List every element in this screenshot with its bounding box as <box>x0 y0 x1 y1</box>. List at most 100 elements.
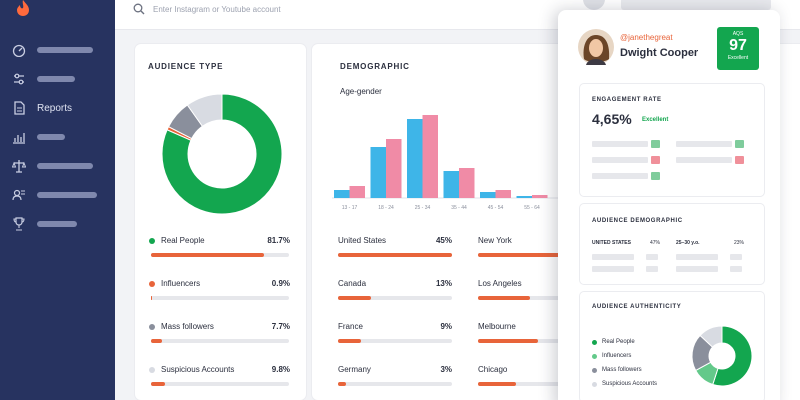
row-label: Suspicious Accounts <box>161 365 235 374</box>
sidebar-item-placeholder <box>37 163 93 169</box>
donut-slice <box>699 325 723 348</box>
country-value: 3% <box>440 365 452 374</box>
progress-fill <box>151 339 162 343</box>
sidebar-item-placeholder <box>37 47 93 53</box>
progress-fill <box>338 339 361 343</box>
sidebar-item-placeholder <box>37 192 97 198</box>
x-tick-label: 45 - 54 <box>488 205 504 211</box>
sidebar-item-analytics[interactable] <box>12 129 112 145</box>
sidebar-item-leaderboard[interactable] <box>12 216 112 232</box>
city-label: New York <box>478 236 512 245</box>
status-square <box>735 140 744 148</box>
aqs-score: 97 <box>729 37 747 54</box>
x-tick-label: 55 - 64 <box>524 205 540 211</box>
status-square <box>735 156 744 164</box>
users-icon <box>12 189 25 201</box>
scale-icon <box>12 160 26 173</box>
bar-female-0 <box>349 186 365 198</box>
country-value: 13% <box>435 279 452 288</box>
city-label: Chicago <box>478 365 508 374</box>
legend-dot <box>149 238 155 244</box>
progress-track <box>151 296 289 300</box>
city-label: Melbourne <box>478 322 516 331</box>
legend-dot <box>592 382 597 387</box>
chart-subtitle: Age-gender <box>340 87 382 96</box>
sidebar-item-reports[interactable]: Reports <box>12 100 112 116</box>
progress-fill <box>338 253 452 257</box>
bar-female-2 <box>422 115 438 198</box>
demographic-card: DEMOGRAPHIC Age-gender 13 - 17 18 - 24 25 … <box>312 44 602 400</box>
progress-fill <box>151 296 153 300</box>
x-tick-label: 18 - 24 <box>378 205 394 211</box>
legend-dot <box>592 354 597 359</box>
sidebar-item-compare[interactable] <box>12 158 112 174</box>
placeholder-bar <box>730 254 742 260</box>
placeholder-bar <box>592 266 634 272</box>
progress-track <box>151 382 289 386</box>
donut-slice <box>186 93 223 127</box>
placeholder-bar <box>592 254 634 260</box>
dashboard-icon <box>12 44 26 57</box>
bar-male-5 <box>516 196 532 198</box>
country-value: 9% <box>440 322 452 331</box>
engagement-rate-card: ENGAGEMENT RATE 4,65% Excellent <box>580 84 764 196</box>
sidebar-item-label: Reports <box>37 102 73 114</box>
bar-female-4 <box>495 190 511 198</box>
row-label: Real People <box>161 236 205 245</box>
authenticity-donut <box>691 325 753 387</box>
bar-female-3 <box>459 168 475 198</box>
search-icon <box>133 3 145 15</box>
bar-male-1 <box>370 147 386 198</box>
bar-male-2 <box>407 119 423 198</box>
row-value: 9.8% <box>271 365 290 374</box>
engagement-value: 4,65% <box>592 111 632 127</box>
sidebar-item-filters[interactable] <box>12 71 112 87</box>
sidebar-item-audience[interactable] <box>12 187 112 203</box>
header-bar <box>621 0 771 10</box>
audience-type-donut <box>161 93 283 215</box>
bar-female-1 <box>386 139 402 198</box>
country-label: United States <box>338 236 387 245</box>
search-input[interactable] <box>153 1 533 17</box>
placeholder-bar <box>676 141 732 147</box>
header-avatar[interactable] <box>583 0 605 10</box>
card-title: AUDIENCE AUTHENTICITY <box>592 304 682 310</box>
country-label: UNITED STATES <box>592 240 631 246</box>
progress-track <box>478 253 568 257</box>
country-label: Canada <box>338 279 367 288</box>
legend-label: Real People <box>602 339 635 345</box>
x-tick-label: 13 - 17 <box>342 205 358 211</box>
document-icon <box>14 101 25 115</box>
progress-fill <box>338 296 371 300</box>
card-title: ENGAGEMENT RATE <box>592 97 662 103</box>
progress-fill <box>338 382 346 386</box>
trophy-icon <box>13 217 25 231</box>
row-value: 81.7% <box>267 236 290 245</box>
progress-track <box>151 253 289 257</box>
bar-male-4 <box>480 192 496 198</box>
legend-label: Mass followers <box>602 367 642 373</box>
x-tick-label: 25 - 34 <box>415 205 431 211</box>
placeholder-bar <box>592 157 648 163</box>
placeholder-bar <box>646 254 658 260</box>
progress-fill <box>151 253 264 257</box>
city-label: Los Angeles <box>478 279 522 288</box>
sidebar-item-dashboard[interactable] <box>12 42 112 58</box>
progress-track <box>338 339 452 343</box>
progress-track <box>478 296 568 300</box>
progress-fill <box>478 382 516 386</box>
placeholder-bar <box>592 173 648 179</box>
status-square <box>651 140 660 148</box>
profile-panel: @janethegreat Dwight Cooper AQS 97 Excel… <box>558 10 780 400</box>
bar-female-5 <box>532 195 548 198</box>
placeholder-bar <box>730 266 742 272</box>
sidebar: Reports <box>0 0 115 400</box>
donut-slice <box>712 325 753 387</box>
age-label: 25–30 y.o. <box>676 240 700 246</box>
country-value: 47% <box>650 240 661 246</box>
sidebar-item-placeholder <box>37 76 75 82</box>
avatar[interactable] <box>578 29 614 65</box>
profile-handle[interactable]: @janethegreat <box>620 33 673 42</box>
flame-icon[interactable] <box>14 0 32 16</box>
analytics-icon <box>13 133 25 144</box>
